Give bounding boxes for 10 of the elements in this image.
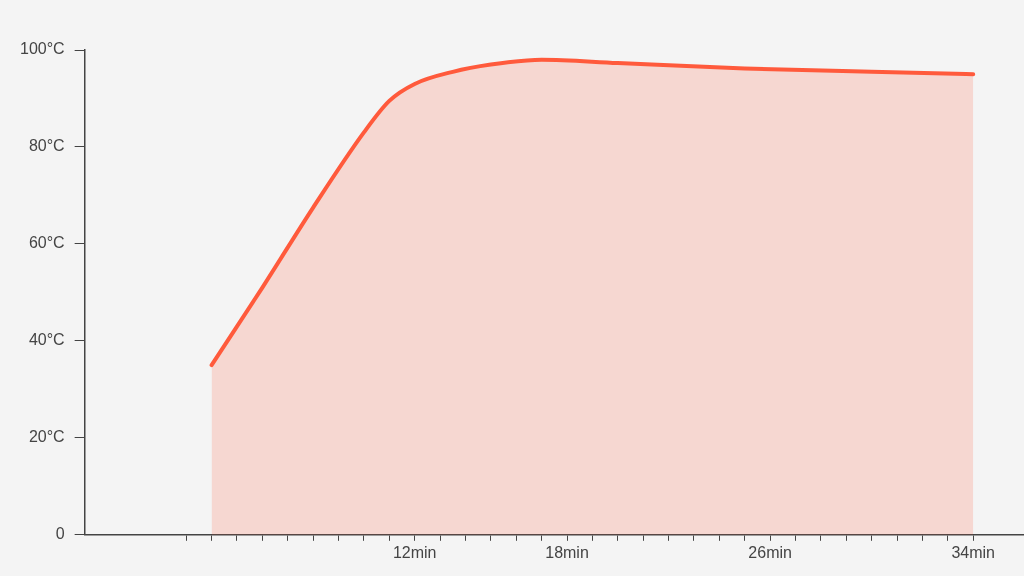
x-tick-label: 26min	[748, 543, 792, 561]
y-tick-label: 60°C	[28, 234, 65, 252]
x-tick-label: 34min	[951, 543, 996, 561]
y-tick-label: 80°C	[28, 137, 65, 155]
y-tick-label: 20°C	[28, 428, 65, 446]
x-tick-label: 18min	[545, 543, 589, 561]
y-tick-label: 100°C	[19, 40, 65, 58]
y-tick-label: 0	[55, 525, 65, 543]
x-tick-label: 12min	[392, 543, 437, 561]
y-tick-label: 40°C	[28, 331, 65, 349]
